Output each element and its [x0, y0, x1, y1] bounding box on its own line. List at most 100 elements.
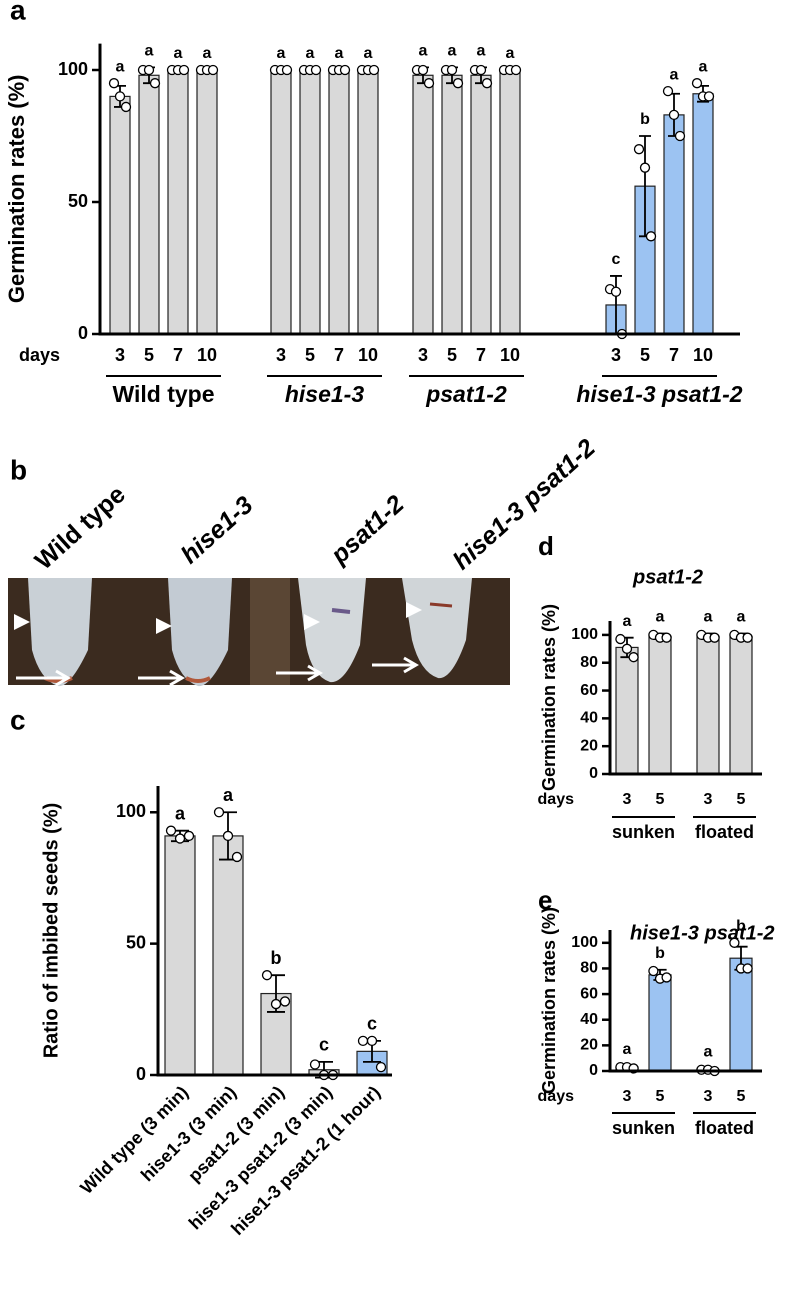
x-tick-label: 7	[334, 345, 344, 365]
x-tick-label: 7	[669, 345, 679, 365]
bar	[260, 992, 292, 1076]
y-tick-label: 20	[580, 1037, 598, 1054]
data-point	[183, 830, 195, 842]
x-tick-label: 5	[656, 1088, 665, 1105]
x-tick-label: 10	[693, 345, 713, 365]
data-point	[368, 64, 380, 76]
data-point	[165, 825, 177, 836]
panel-label: d	[538, 531, 554, 561]
significance-letter: a	[656, 609, 665, 626]
bar	[212, 835, 244, 1076]
data-point	[213, 807, 225, 818]
x-tick-label: 3	[611, 345, 621, 365]
bar	[109, 95, 131, 335]
significance-letter: a	[223, 785, 234, 805]
data-point	[668, 109, 680, 121]
significance-letter: a	[174, 45, 183, 62]
data-point	[481, 78, 493, 89]
data-point	[452, 78, 464, 89]
bar	[696, 635, 720, 775]
tube	[168, 578, 232, 687]
y-tick-label: 0	[78, 323, 88, 343]
significance-letter: c	[367, 1014, 377, 1034]
data-point	[510, 64, 522, 76]
group-label: Wild type	[112, 381, 214, 407]
data-point	[310, 64, 322, 76]
seeds	[331, 608, 351, 614]
data-point	[446, 64, 458, 76]
arrowhead	[14, 614, 30, 630]
data-point	[357, 1035, 369, 1046]
data-point	[610, 286, 622, 297]
data-point	[149, 78, 161, 89]
panel-label: b	[10, 454, 27, 485]
significance-letter: a	[364, 45, 373, 62]
significance-letter: a	[306, 45, 315, 62]
bar	[470, 74, 492, 335]
x-tick-label: 5	[737, 791, 746, 808]
bar	[412, 74, 434, 335]
x-tick-label: 3	[276, 345, 286, 365]
group-label: floated	[695, 1118, 754, 1138]
y-axis-label: Ratio of imbibed seeds (%)	[40, 803, 62, 1059]
significance-letter: b	[736, 918, 746, 935]
x-tick-label: 3	[704, 791, 713, 808]
data-point	[475, 64, 487, 76]
photo-shadow	[250, 578, 290, 685]
data-point	[375, 1061, 387, 1073]
bar	[729, 957, 753, 1072]
data-point	[279, 996, 291, 1007]
photo-label: hise1-3	[176, 491, 259, 570]
data-point	[648, 965, 659, 977]
data-point	[615, 633, 626, 645]
significance-letter: c	[319, 1035, 329, 1055]
data-point	[691, 78, 703, 89]
significance-letter: a	[670, 66, 679, 83]
seeds	[429, 602, 453, 608]
bar	[615, 646, 639, 775]
data-point	[742, 963, 753, 974]
bar	[729, 635, 753, 775]
x-tick-label: 5	[656, 791, 665, 808]
y-tick-label: 60	[580, 985, 598, 1002]
data-point	[174, 833, 186, 844]
data-point	[261, 970, 273, 981]
arrow	[276, 664, 323, 682]
bar	[692, 93, 714, 335]
data-point	[207, 64, 219, 76]
bar	[357, 69, 379, 335]
data-point	[114, 91, 126, 102]
group-label: sunken	[612, 1118, 675, 1138]
panel-label: e	[538, 885, 552, 915]
data-point	[742, 632, 753, 643]
significance-letter: a	[477, 43, 486, 60]
bar	[299, 69, 321, 335]
significance-letter: a	[448, 43, 457, 60]
panel-label: c	[10, 704, 26, 735]
arrowhead	[156, 618, 172, 634]
data-point	[222, 830, 234, 842]
panel-label: a	[10, 0, 26, 25]
group-label: floated	[695, 822, 754, 842]
data-point	[645, 231, 657, 242]
data-point	[270, 998, 282, 1010]
data-point	[628, 652, 639, 663]
bar	[270, 69, 292, 335]
photo-label: Wild type	[30, 480, 131, 575]
y-axis-label: Germination rates (%)	[539, 604, 559, 791]
arrowhead	[304, 614, 320, 630]
bar	[441, 74, 463, 335]
bar	[648, 635, 672, 775]
significance-letter: a	[277, 45, 286, 62]
significance-letter: a	[419, 43, 428, 60]
bar	[196, 69, 218, 335]
y-tick-label: 0	[589, 1062, 598, 1079]
data-point	[339, 64, 351, 76]
data-point	[231, 851, 243, 863]
data-point	[633, 144, 645, 155]
significance-letter: a	[623, 613, 632, 630]
x-tick-label: 7	[476, 345, 486, 365]
y-axis-label: Germination rates (%)	[539, 907, 559, 1094]
photo-label: hise1-3 psat1-2	[448, 434, 601, 576]
